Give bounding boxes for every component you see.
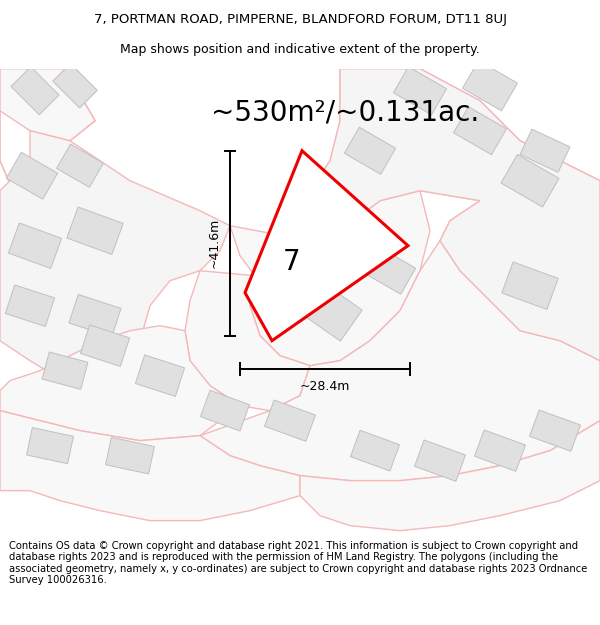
Polygon shape xyxy=(230,191,430,366)
Text: Contains OS data © Crown copyright and database right 2021. This information is : Contains OS data © Crown copyright and d… xyxy=(9,541,587,586)
Polygon shape xyxy=(200,241,600,481)
Text: ~41.6m: ~41.6m xyxy=(208,218,221,268)
Polygon shape xyxy=(0,131,230,386)
Polygon shape xyxy=(106,438,154,474)
Polygon shape xyxy=(520,129,570,173)
Polygon shape xyxy=(394,67,446,115)
Text: 7: 7 xyxy=(283,249,301,276)
Polygon shape xyxy=(501,154,559,207)
Polygon shape xyxy=(350,431,400,471)
Polygon shape xyxy=(80,325,130,366)
Polygon shape xyxy=(8,223,62,268)
Polygon shape xyxy=(475,430,526,471)
Polygon shape xyxy=(263,241,326,301)
Polygon shape xyxy=(56,144,103,188)
Polygon shape xyxy=(454,107,506,155)
Polygon shape xyxy=(290,69,600,361)
Polygon shape xyxy=(0,69,95,141)
Polygon shape xyxy=(325,208,376,254)
Polygon shape xyxy=(530,410,580,451)
Polygon shape xyxy=(42,352,88,389)
Polygon shape xyxy=(298,280,362,341)
Polygon shape xyxy=(69,294,121,337)
Polygon shape xyxy=(300,421,600,531)
Polygon shape xyxy=(0,191,110,346)
Polygon shape xyxy=(290,69,600,241)
Polygon shape xyxy=(26,428,73,464)
Polygon shape xyxy=(7,152,58,199)
Polygon shape xyxy=(11,67,59,115)
Polygon shape xyxy=(463,61,517,111)
Text: ~530m²/~0.131ac.: ~530m²/~0.131ac. xyxy=(211,99,479,127)
Polygon shape xyxy=(67,207,123,254)
Polygon shape xyxy=(0,411,300,521)
Text: 7, PORTMAN ROAD, PIMPERNE, BLANDFORD FORUM, DT11 8UJ: 7, PORTMAN ROAD, PIMPERNE, BLANDFORD FOR… xyxy=(94,13,506,26)
Polygon shape xyxy=(265,400,316,441)
Text: ~28.4m: ~28.4m xyxy=(300,380,350,393)
Text: Map shows position and indicative extent of the property.: Map shows position and indicative extent… xyxy=(120,42,480,56)
Polygon shape xyxy=(344,127,395,174)
Polygon shape xyxy=(136,355,185,396)
Polygon shape xyxy=(53,64,97,108)
Polygon shape xyxy=(185,271,310,411)
Polygon shape xyxy=(364,248,416,294)
Polygon shape xyxy=(0,69,95,141)
Polygon shape xyxy=(502,262,558,309)
Polygon shape xyxy=(5,285,55,326)
Polygon shape xyxy=(0,326,240,441)
Polygon shape xyxy=(440,201,600,341)
Polygon shape xyxy=(245,151,408,341)
Polygon shape xyxy=(415,440,466,481)
Polygon shape xyxy=(200,391,250,431)
